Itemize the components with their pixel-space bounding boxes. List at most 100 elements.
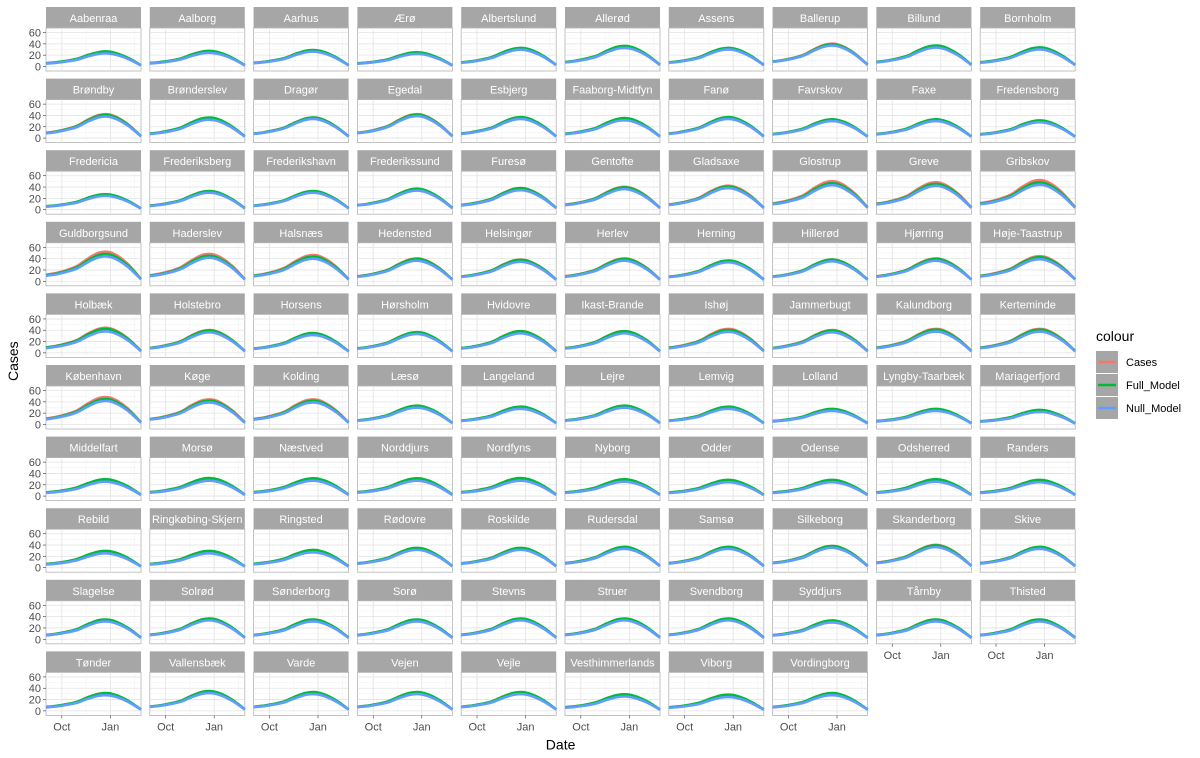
facet-strip <box>876 365 972 386</box>
series-line-null-model <box>45 552 142 568</box>
series-line-null-model <box>461 332 557 353</box>
facet-panel: Tårnby Oct Jan <box>876 579 973 662</box>
facet-strip <box>46 651 141 673</box>
facet-strip <box>149 293 245 315</box>
series-line-null-model <box>876 409 973 425</box>
facet-strip <box>668 78 764 100</box>
y-tick-label: 0 <box>35 61 41 73</box>
x-tick-label: Oct <box>780 721 797 733</box>
facet-label: Esbjerg <box>490 85 527 97</box>
facet-panel: Jammerbugt <box>772 293 869 358</box>
x-tick-label: Jan <box>205 721 223 733</box>
facet-panel: Silkeborg <box>772 508 869 573</box>
facet-strip <box>253 7 349 28</box>
facet-label: Læsø <box>391 371 419 383</box>
series-line-null-model <box>668 695 765 711</box>
facet-strip <box>772 579 868 601</box>
facet-panel: Frederikssund <box>356 150 454 215</box>
y-tick-label: 40 <box>29 254 41 266</box>
facet-label: Roskilde <box>488 514 530 526</box>
facet-label: Solrød <box>181 586 213 598</box>
facet-label: Vejle <box>497 657 521 669</box>
facet-strip <box>357 436 453 458</box>
series-line-null-model <box>772 409 869 425</box>
facet-strip <box>565 651 660 673</box>
facet-label: Haderslev <box>173 228 223 240</box>
series-line-null-model <box>45 52 142 67</box>
facet-panel: Solrød <box>149 579 246 645</box>
facet-label: Ringsted <box>279 514 322 526</box>
facet-panel: Aarhus <box>253 7 350 72</box>
x-tick-label: Oct <box>53 721 70 733</box>
facet-label: Jammerbugt <box>790 299 851 311</box>
facet-label: Nordfyns <box>487 443 532 455</box>
x-tick-label: Jan <box>102 721 120 733</box>
facet-label: Tønder <box>76 657 112 669</box>
series-line-null-model <box>980 330 1077 353</box>
facet-strip <box>149 651 245 673</box>
facet-strip <box>461 436 557 458</box>
series-line-null-model <box>149 118 246 138</box>
facet-panel: Bornholm <box>979 7 1076 72</box>
x-tick-label: Jan <box>517 721 535 733</box>
facet-panel: Lejre <box>564 365 661 430</box>
facet-strip <box>149 221 245 243</box>
facet-strip <box>980 150 1076 172</box>
series-line-null-model <box>979 257 1077 281</box>
series-line-null-model <box>45 399 142 424</box>
facet-label: Helsingør <box>485 228 532 240</box>
facet-label: Lolland <box>802 371 837 383</box>
facet-strip <box>668 150 764 172</box>
x-tick-label: Oct <box>468 721 485 733</box>
series-line-null-model <box>45 115 142 138</box>
series-line-null-model <box>45 255 142 281</box>
facet-label: Vallensbæk <box>169 657 226 669</box>
series-line-null-model <box>668 186 765 209</box>
facet-panel: Ringsted <box>253 508 350 573</box>
facet-strip <box>668 508 764 530</box>
facet-strip <box>461 150 557 172</box>
facet-panel: Esbjerg <box>460 78 558 143</box>
x-tick-label: Jan <box>413 721 431 733</box>
facet-label: Hjørring <box>904 228 943 240</box>
facet-strip <box>565 508 660 530</box>
series-line-null-model <box>149 51 246 67</box>
facet-panel: Næstved <box>253 436 350 502</box>
series-line-null-model <box>564 46 661 67</box>
series-line-null-model <box>876 480 973 497</box>
facet-strip <box>980 365 1076 386</box>
series-line-null-model <box>564 187 661 210</box>
facet-label: Morsø <box>182 443 213 455</box>
y-tick-label: 40 <box>29 39 41 51</box>
series-line-null-model <box>149 331 246 353</box>
facet-label: Vesthimmerlands <box>570 657 655 669</box>
facet-label: Ikast-Brande <box>581 299 643 311</box>
series-line-null-model <box>149 619 246 639</box>
series-line-null-model <box>564 118 661 138</box>
x-tick-label: Oct <box>884 650 901 662</box>
series-line-null-model <box>45 330 142 353</box>
facet-label: Aalborg <box>178 13 216 25</box>
y-tick-label: 40 <box>29 612 41 624</box>
x-tick-label: Jan <box>828 721 846 733</box>
series-line-null-model <box>772 480 869 497</box>
facet-label: Struer <box>598 586 628 598</box>
series-line-null-model <box>253 191 350 210</box>
series-line-null-model <box>357 332 454 353</box>
facet-strip <box>149 78 245 100</box>
facet-panel: Vejen Oct Jan <box>356 651 454 733</box>
facet-panel: Varde Oct Jan <box>253 651 350 733</box>
facet-panel: Assens <box>668 7 765 72</box>
facet-panel: Horsens <box>253 293 350 358</box>
facet-label: Vejen <box>391 657 419 669</box>
facet-strip <box>565 365 660 386</box>
series-line-null-model <box>461 48 557 67</box>
series-line-null-model <box>564 480 661 497</box>
facet-label: Norddjurs <box>381 443 429 455</box>
facet-label: Assens <box>698 13 735 25</box>
